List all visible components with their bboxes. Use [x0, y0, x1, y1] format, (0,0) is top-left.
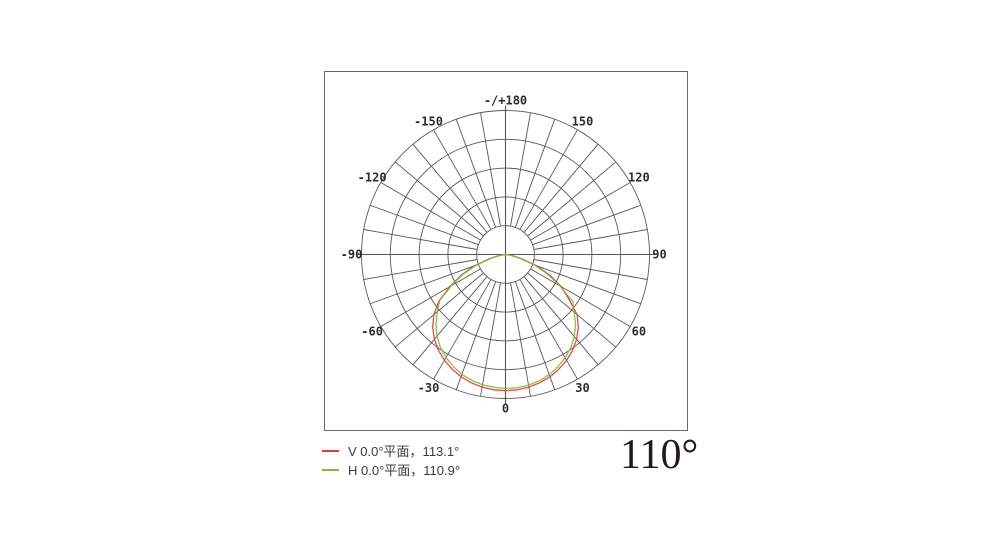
polar-grid-spoke	[527, 161, 617, 237]
polar-grid-spoke	[370, 204, 479, 246]
polar-grid-spoke	[530, 268, 631, 327]
polar-grid-spoke	[480, 282, 501, 397]
polar-grid-spoke	[394, 161, 484, 237]
polar-chart-box: -/+180 150 120 90 60 30 0 -30 -60 -90 -120 -150	[324, 71, 688, 431]
polar-grid-spoke	[514, 281, 556, 390]
polar-grid-spoke	[363, 229, 478, 250]
legend-line-v-red	[322, 449, 339, 452]
polar-grid-spoke	[455, 119, 497, 228]
polar-grid-spoke	[412, 143, 488, 233]
curve-h-plane	[435, 253, 577, 390]
polar-angle-label-90: 90	[652, 248, 666, 262]
polar-grid-spoke	[523, 276, 599, 366]
polar-angle-label-120: 120	[628, 171, 650, 185]
polar-grid-spoke	[370, 263, 479, 305]
polar-grid-spoke	[455, 281, 497, 390]
polar-grid-spoke	[380, 268, 481, 327]
beam-angle-value: 110°	[620, 432, 699, 478]
polar-grid-spoke	[519, 129, 578, 230]
polar-light-distribution-diagram: -/+180 150 120 90 60 30 0 -30 -60 -90 -120 -150	[341, 94, 667, 416]
polar-angle-label-0: 0	[502, 402, 509, 416]
polar-grid-spoke	[530, 182, 631, 241]
polar-grid-spoke	[532, 204, 641, 246]
polar-angle-label--90: -90	[341, 248, 363, 262]
polar-grid-spoke	[523, 143, 599, 233]
polar-grid-spoke	[532, 263, 641, 305]
polar-grid-spoke	[510, 112, 531, 227]
polar-angle-label--30: -30	[418, 381, 440, 395]
polar-grid-spoke	[412, 276, 488, 366]
polar-angle-label-30: 30	[575, 381, 589, 395]
polar-grid-spoke	[433, 279, 492, 380]
polar-grid-spoke	[510, 282, 531, 397]
legend-label-h-plane: H 0.0°平面，110.9°	[348, 463, 461, 478]
polar-grid-spoke	[394, 272, 484, 348]
legend-item-h-plane: H 0.0°平面，110.9°	[322, 462, 461, 478]
polar-angle-label--60: -60	[361, 325, 383, 339]
polar-angle-label--120: -120	[358, 171, 387, 185]
polar-grid-spoke	[433, 129, 492, 230]
polar-grid-spoke	[533, 229, 648, 250]
polar-angle-label--150: -150	[414, 114, 443, 128]
polar-grid-spoke	[527, 272, 617, 348]
polar-grid-spoke	[533, 259, 648, 280]
polar-grid-spoke	[514, 119, 556, 228]
polar-grid-spoke	[380, 182, 481, 241]
legend-label-v-plane: V 0.0°平面，113.1°	[348, 444, 460, 459]
polar-grid-spoke	[363, 259, 478, 280]
legend-item-v-plane: V 0.0°平面，113.1°	[322, 443, 460, 459]
legend-line-h-green	[322, 468, 339, 471]
polar-grid-spoke	[480, 112, 501, 227]
polar-grid-spoke	[519, 279, 578, 380]
chart-legend: V 0.0°平面，113.1° H 0.0°平面，110.9°	[322, 443, 461, 478]
polar-angle-label-150: 150	[572, 114, 594, 128]
polar-angle-label--+180: -/+180	[484, 94, 527, 108]
polar-angle-label-60: 60	[632, 325, 646, 339]
